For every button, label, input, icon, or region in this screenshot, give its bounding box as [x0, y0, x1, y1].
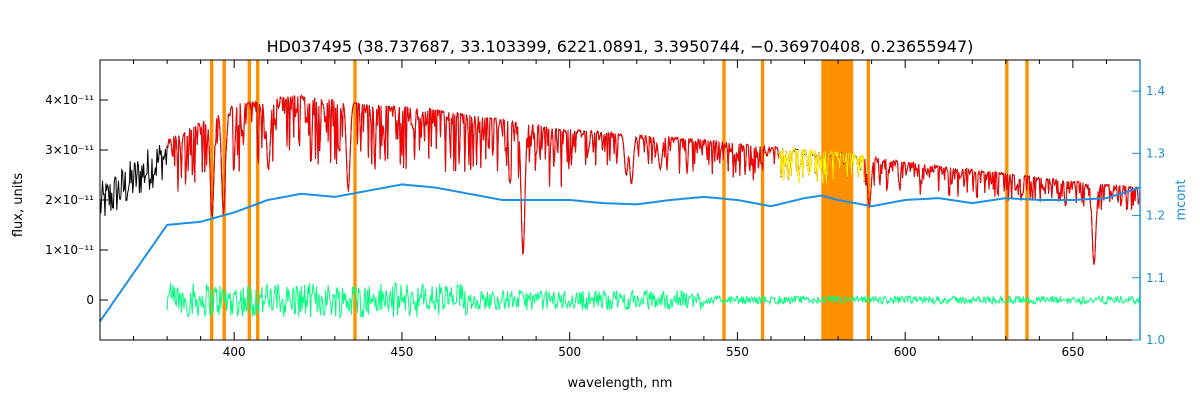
- x-tick-label: 600: [894, 345, 917, 359]
- y2-tick-label: 1.4: [1146, 84, 1165, 98]
- mask-region-4: [353, 60, 357, 340]
- x-tick-label: 450: [390, 345, 413, 359]
- y2-tick-label: 1.1: [1146, 271, 1165, 285]
- mask-region-2: [247, 60, 251, 340]
- x-tick-label: 500: [558, 345, 581, 359]
- y-tick-label: 2×10⁻¹¹: [45, 193, 94, 207]
- y-tick-label: 1×10⁻¹¹: [45, 243, 94, 257]
- y-tick-label: 0: [86, 293, 94, 307]
- y2-axis-label: mcont: [1174, 179, 1189, 220]
- mask-region-9: [1005, 60, 1009, 340]
- x-tick-label: 650: [1061, 345, 1084, 359]
- y2-tick-label: 1.0: [1146, 333, 1165, 347]
- mask-region-6: [760, 60, 765, 340]
- chart-title: HD037495 (38.737687, 33.103399, 6221.089…: [267, 37, 974, 56]
- x-axis-label: wavelength, nm: [568, 376, 673, 391]
- residual-line: [166, 281, 1141, 320]
- mask-region-5: [722, 60, 726, 340]
- x-tick-label: 400: [223, 345, 246, 359]
- y2-tick-label: 1.2: [1146, 209, 1165, 223]
- plot-area: [99, 60, 1141, 340]
- y2-tick-label: 1.3: [1146, 146, 1165, 160]
- mask-region-0: [210, 60, 214, 340]
- continuum-line: [99, 183, 1141, 322]
- mask-region-3: [256, 60, 260, 340]
- excluded-model-line: [778, 146, 865, 185]
- axis-ticks: 400 450 500 550 600 650 0 1×10⁻¹¹ 2×10⁻¹¹ 3×10⁻¹¹…: [45, 60, 1165, 359]
- y-axis-label: flux, units: [11, 173, 26, 238]
- y-tick-label: 3×10⁻¹¹: [45, 143, 94, 157]
- model-spectrum-line: [166, 94, 1141, 265]
- x-tick-label: 550: [726, 345, 749, 359]
- y-tick-label: 4×10⁻¹¹: [45, 93, 94, 107]
